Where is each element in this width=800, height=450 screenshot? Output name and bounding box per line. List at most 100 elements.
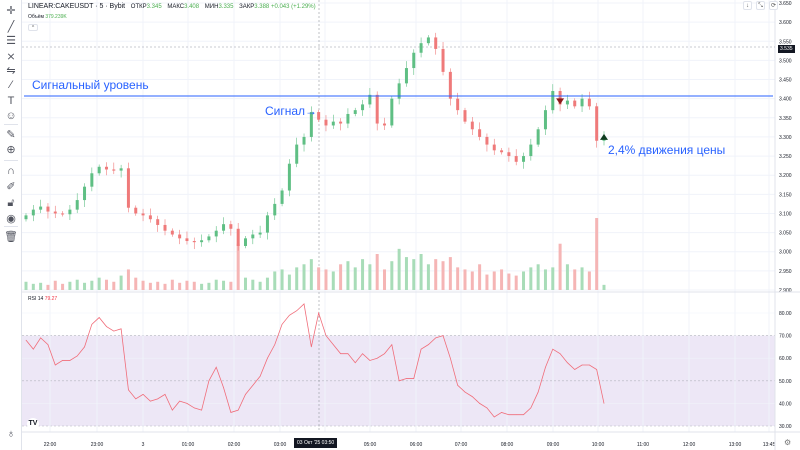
symbol-title[interactable]: LINEAR:CAKEUSDT · 5 · Bybit <box>28 3 126 10</box>
candle[interactable] <box>536 129 540 145</box>
candle[interactable] <box>75 200 79 210</box>
candle[interactable] <box>441 48 445 72</box>
trash-icon[interactable]: 🗑︎ <box>4 231 18 243</box>
brush-icon[interactable]: ⁄ <box>10 79 12 91</box>
candle[interactable] <box>251 234 255 239</box>
target-arrow-icon[interactable] <box>600 133 608 140</box>
candle[interactable] <box>185 238 189 242</box>
candle[interactable] <box>273 203 277 216</box>
ruler-icon[interactable]: ✎ <box>6 129 16 141</box>
candle[interactable] <box>573 100 577 107</box>
candle[interactable] <box>207 236 211 241</box>
candle[interactable] <box>156 219 160 225</box>
candle[interactable] <box>543 110 547 130</box>
candle[interactable] <box>522 156 526 162</box>
candle[interactable] <box>353 110 357 114</box>
candle[interactable] <box>141 213 145 216</box>
candle[interactable] <box>463 110 467 122</box>
candle[interactable] <box>368 94 372 105</box>
settings-gear-icon[interactable]: ⚙ <box>784 438 792 447</box>
candle[interactable] <box>104 166 108 170</box>
candle[interactable] <box>134 207 138 214</box>
candle[interactable] <box>558 91 562 105</box>
candle[interactable] <box>492 144 496 151</box>
reset-chart-button[interactable]: ⟳ <box>769 1 778 10</box>
candle[interactable] <box>178 234 182 239</box>
candle[interactable] <box>317 112 321 120</box>
crosshair-icon[interactable]: ✛ <box>6 5 16 17</box>
candle[interactable] <box>53 211 57 214</box>
pattern-icon[interactable]: ⨯ <box>6 51 16 63</box>
candle[interactable] <box>39 206 43 210</box>
candle[interactable] <box>295 144 299 164</box>
candle[interactable] <box>375 94 379 124</box>
trend-line-icon[interactable]: ╱ <box>7 21 15 33</box>
candle[interactable] <box>412 52 416 69</box>
candle[interactable] <box>331 121 335 126</box>
collapse-legend-button[interactable]: ^ <box>28 24 38 31</box>
candle[interactable] <box>68 209 72 215</box>
candle[interactable] <box>280 190 284 204</box>
candle[interactable] <box>434 37 438 49</box>
candle[interactable] <box>587 98 591 107</box>
scroll-down-button[interactable]: ↓ <box>743 1 752 10</box>
candle[interactable] <box>243 238 247 246</box>
candle[interactable] <box>309 112 313 137</box>
candle[interactable] <box>595 106 599 141</box>
candle[interactable] <box>339 121 343 124</box>
candle[interactable] <box>302 136 306 145</box>
candle[interactable] <box>258 232 262 235</box>
candle[interactable] <box>200 240 204 243</box>
candle[interactable] <box>90 173 94 187</box>
candle[interactable] <box>24 215 28 220</box>
candle[interactable] <box>236 228 240 246</box>
candle[interactable] <box>426 37 430 44</box>
tradingview-logo[interactable]: TV <box>27 418 39 430</box>
candle[interactable] <box>485 136 489 145</box>
candle[interactable] <box>551 91 555 111</box>
fib-icon[interactable]: ☰ <box>6 35 16 47</box>
candle[interactable] <box>214 230 218 237</box>
candle[interactable] <box>97 166 101 174</box>
candle[interactable] <box>163 224 167 231</box>
candle[interactable] <box>61 213 65 215</box>
candle[interactable] <box>222 224 226 231</box>
fullscreen-button[interactable]: ⤡ <box>756 1 765 10</box>
candle[interactable] <box>500 150 504 153</box>
candle[interactable] <box>83 186 87 201</box>
price-move-annotation[interactable]: 2,4% движения цены <box>608 143 726 157</box>
candle[interactable] <box>119 168 123 171</box>
zoom-in-icon[interactable]: ⊕ <box>6 144 16 156</box>
candle[interactable] <box>507 152 511 157</box>
candle[interactable] <box>112 169 116 171</box>
candle[interactable] <box>229 224 233 229</box>
candle[interactable] <box>126 168 130 208</box>
candle[interactable] <box>31 209 35 216</box>
candle[interactable] <box>46 206 50 212</box>
candle[interactable] <box>514 156 518 162</box>
candle[interactable] <box>383 123 387 126</box>
sell-arrow-icon[interactable] <box>556 98 565 105</box>
candle[interactable] <box>456 98 460 111</box>
unlock-icon[interactable]: 🔓︎ <box>7 197 15 209</box>
candle[interactable] <box>529 144 533 157</box>
candle[interactable] <box>419 43 423 53</box>
candle[interactable] <box>390 98 394 126</box>
signal-annotation[interactable]: Сигнал→ <box>265 104 318 118</box>
magnet-icon[interactable]: ∩ <box>7 165 15 177</box>
candle[interactable] <box>470 121 474 130</box>
candle[interactable] <box>170 230 174 235</box>
candle[interactable] <box>361 104 365 111</box>
candle[interactable] <box>324 119 328 126</box>
candle[interactable] <box>287 163 291 191</box>
forecast-icon[interactable]: ⇋ <box>6 65 16 77</box>
candle[interactable] <box>192 241 196 243</box>
candle[interactable] <box>448 71 452 99</box>
candle[interactable] <box>580 98 584 107</box>
emoji-icon[interactable]: ☺ <box>5 110 17 122</box>
candle[interactable] <box>346 113 350 124</box>
candle[interactable] <box>148 215 152 220</box>
lock-drawing-icon[interactable]: ✐ <box>6 181 16 193</box>
candle[interactable] <box>397 83 401 99</box>
candle[interactable] <box>565 100 569 105</box>
